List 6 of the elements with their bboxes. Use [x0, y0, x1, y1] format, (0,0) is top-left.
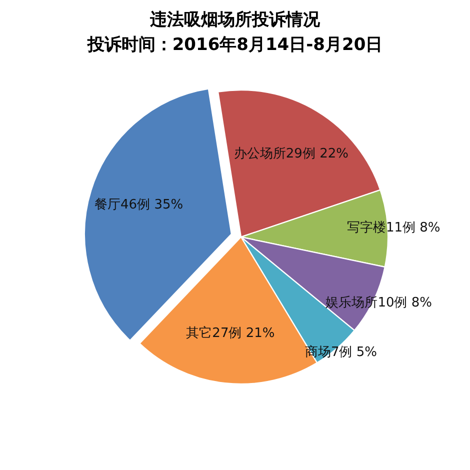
chart-subtitle: 投诉时间：2016年8月14日-8月20日	[86, 34, 384, 56]
slice-label: 办公场所29例 22%	[234, 146, 348, 162]
slice-label: 餐厅46例 35%	[94, 198, 184, 213]
slice-label: 其它27例 21%	[186, 324, 275, 341]
chart-title: 违法吸烟场所投诉情况	[149, 9, 321, 31]
slice-label: 商场7例 5%	[304, 345, 378, 360]
